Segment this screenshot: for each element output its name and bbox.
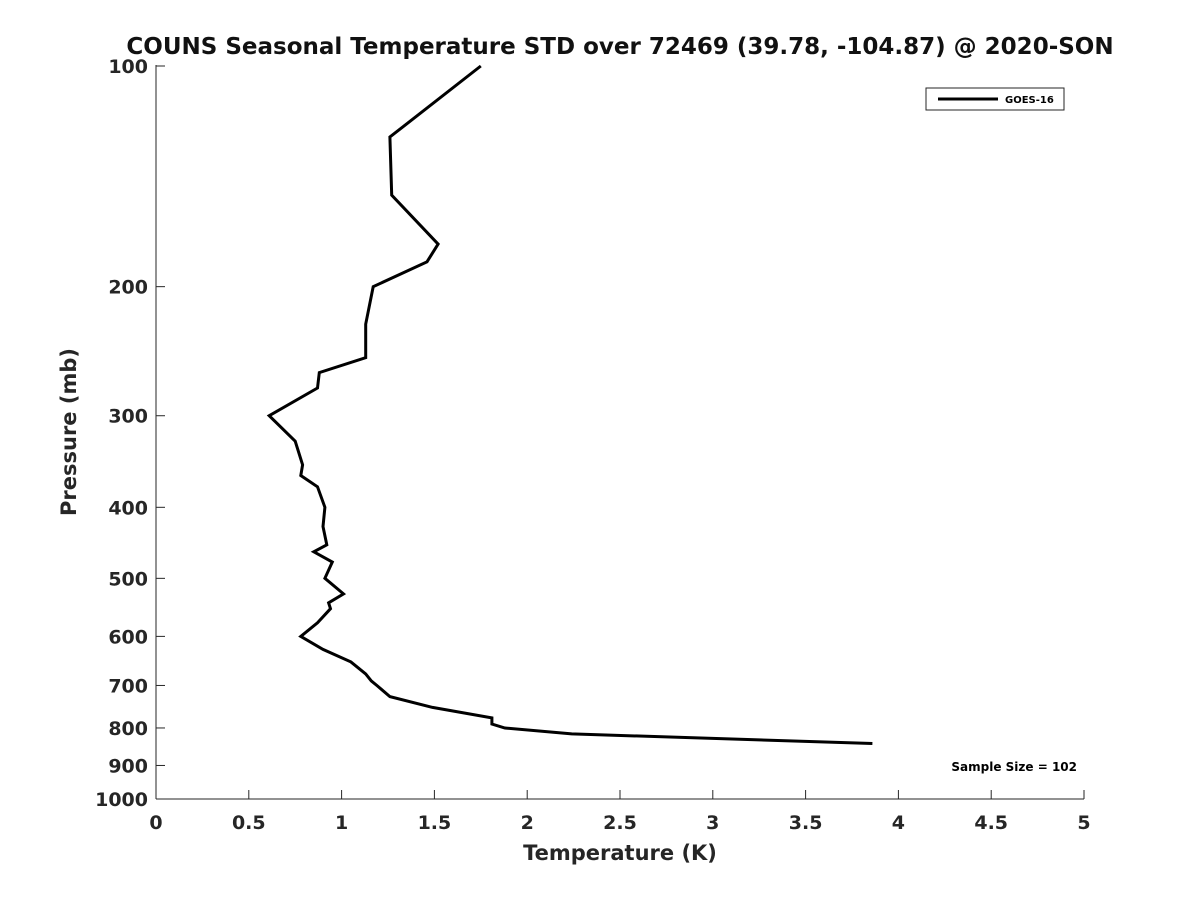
legend: GOES-16	[925, 87, 1065, 111]
x-tick-label: 3	[706, 812, 719, 834]
legend-label-goes-16: GOES-16	[1005, 95, 1054, 106]
x-tick-label: 1	[335, 812, 348, 834]
x-tick-label: 0	[149, 812, 162, 834]
x-ticks: 0 0.5 1 1.5 2 2.5 3 3.5 4 4.5 5	[149, 790, 1091, 834]
x-tick-label: 5	[1077, 812, 1090, 834]
y-tick-label: 200	[108, 277, 148, 299]
chart-title: COUNS Seasonal Temperature STD over 7246…	[126, 34, 1113, 60]
x-tick-label: 4.5	[974, 812, 1008, 834]
x-tick-label: 2.5	[603, 812, 637, 834]
x-tick-label: 4	[892, 812, 905, 834]
series-line-goes-16	[266, 64, 873, 745]
y-tick-label: 700	[108, 675, 148, 697]
series-layer	[266, 64, 873, 745]
y-ticks: 100 200 300 400 500 600 700 800 900 1000	[95, 56, 165, 811]
x-axis-label: Temperature (K)	[523, 841, 717, 865]
x-tick-label: 1.5	[418, 812, 452, 834]
x-tick-label: 2	[521, 812, 534, 834]
y-tick-label: 900	[108, 755, 148, 777]
y-tick-label: 1000	[95, 789, 148, 811]
y-tick-label: 300	[108, 406, 148, 428]
y-tick-label: 600	[108, 626, 148, 648]
y-tick-label: 100	[108, 56, 148, 78]
sample-size-annotation: Sample Size = 102	[951, 760, 1077, 774]
y-tick-label: 400	[108, 497, 148, 519]
y-axis-label: Pressure (mb)	[57, 348, 81, 516]
y-tick-label: 500	[108, 568, 148, 590]
x-tick-label: 3.5	[789, 812, 823, 834]
x-tick-label: 0.5	[232, 812, 266, 834]
y-tick-label: 800	[108, 718, 148, 740]
